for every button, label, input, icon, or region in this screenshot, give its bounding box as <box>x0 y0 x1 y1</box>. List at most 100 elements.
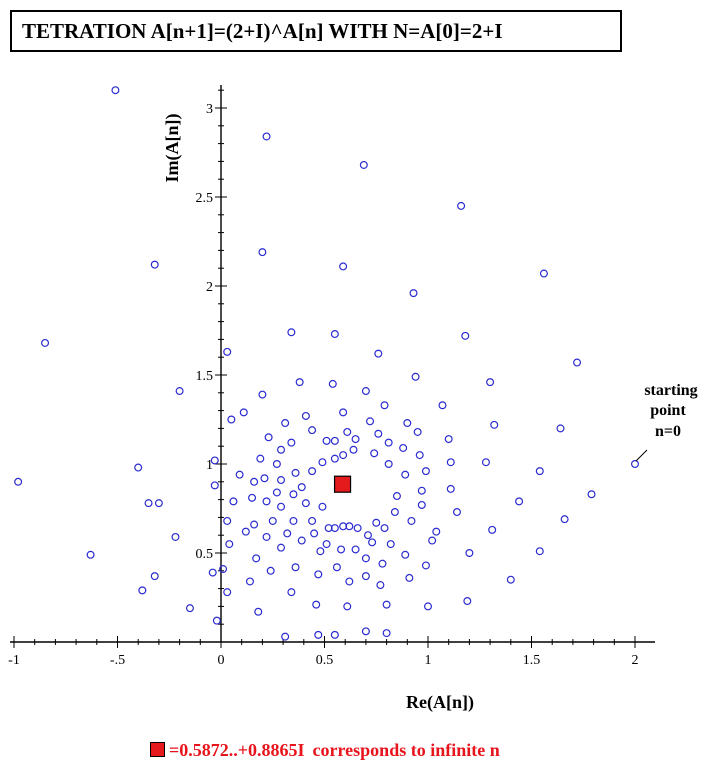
data-point <box>461 331 470 340</box>
data-point <box>339 408 348 417</box>
data-point <box>316 547 325 556</box>
data-point <box>463 597 472 606</box>
annotation-text: point <box>650 402 686 419</box>
legend-value: =0.5872..+0.8865I <box>169 740 305 760</box>
data-point <box>587 490 596 499</box>
annotation-text: starting <box>644 382 697 399</box>
data-point <box>308 426 317 435</box>
data-point <box>384 438 393 447</box>
data-point <box>417 486 426 495</box>
data-point <box>337 545 346 554</box>
data-point <box>266 566 275 575</box>
data-point <box>424 602 433 611</box>
y-tick-label: 2 <box>206 280 213 295</box>
data-point <box>262 497 271 506</box>
x-tick-label: 1 <box>425 653 432 668</box>
data-point <box>289 516 298 525</box>
data-point <box>339 451 348 460</box>
data-point <box>488 525 497 534</box>
data-point <box>314 570 323 579</box>
data-point <box>210 481 219 490</box>
data-point <box>223 516 232 525</box>
data-point <box>438 401 447 410</box>
data-points <box>14 86 639 641</box>
data-point <box>264 433 273 442</box>
data-point <box>277 476 286 485</box>
y-axis-title: Im(A[n]) <box>162 114 183 183</box>
data-point <box>322 436 331 445</box>
data-point <box>277 543 286 552</box>
data-point <box>144 499 153 508</box>
data-point <box>382 629 391 638</box>
data-point <box>154 499 163 508</box>
starting-point-annotation: starting point n=0 <box>635 382 698 462</box>
data-point <box>539 269 548 278</box>
data-point <box>630 460 639 469</box>
data-point <box>399 443 408 452</box>
data-point <box>314 630 323 639</box>
data-point <box>457 201 466 210</box>
data-point <box>411 372 420 381</box>
data-point <box>111 86 120 95</box>
data-point <box>262 132 271 141</box>
data-point <box>421 561 430 570</box>
data-point <box>250 520 259 529</box>
data-point <box>239 408 248 417</box>
data-point <box>14 477 23 486</box>
data-point <box>506 575 515 584</box>
data-point <box>256 454 265 463</box>
data-point <box>345 577 354 586</box>
data-point <box>413 427 422 436</box>
data-point <box>175 387 184 396</box>
x-tick-label: 0 <box>218 653 225 668</box>
legend-note: corresponds to infinite n <box>312 740 500 760</box>
y-tick-label: 0.5 <box>196 547 214 562</box>
data-point <box>361 572 370 581</box>
data-point <box>268 516 277 525</box>
data-point <box>185 604 194 613</box>
data-point <box>258 248 267 257</box>
data-point <box>363 531 372 540</box>
data-point <box>223 588 232 597</box>
data-point <box>384 460 393 469</box>
data-point <box>380 524 389 533</box>
data-point <box>291 563 300 572</box>
data-point <box>150 572 159 581</box>
data-point <box>262 532 271 541</box>
data-point <box>295 378 304 387</box>
data-point <box>401 550 410 559</box>
data-point <box>308 516 317 525</box>
data-point <box>310 529 319 538</box>
limit-point-square <box>333 475 352 493</box>
data-point <box>444 435 453 444</box>
data-point <box>403 419 412 428</box>
data-point <box>134 463 143 472</box>
data-point <box>351 435 360 444</box>
data-point <box>227 415 236 424</box>
y-tick-label: 1.5 <box>196 369 214 384</box>
data-point <box>330 436 339 445</box>
x-tick-label: -1 <box>8 653 20 668</box>
data-point <box>446 484 455 493</box>
data-point <box>330 454 339 463</box>
data-point <box>407 516 416 525</box>
data-point <box>272 460 281 469</box>
data-point <box>490 420 499 429</box>
data-point <box>272 488 281 497</box>
data-point <box>368 538 377 547</box>
axes: -1 -.5 0 0.5 1 1.5 2 0.5 1 1.5 2 2.5 3 Re(A[n]) Im(A[n… <box>8 85 655 713</box>
data-point <box>312 600 321 609</box>
data-point <box>260 474 269 483</box>
data-point <box>421 467 430 476</box>
data-point <box>409 289 418 298</box>
limit-point-legend-swatch <box>150 742 165 757</box>
data-point <box>390 508 399 517</box>
data-point <box>417 500 426 509</box>
data-point <box>380 401 389 410</box>
data-point <box>351 545 360 554</box>
data-point <box>332 563 341 572</box>
data-point <box>291 468 300 477</box>
data-point <box>378 559 387 568</box>
data-point <box>515 497 524 506</box>
data-point <box>252 554 261 563</box>
